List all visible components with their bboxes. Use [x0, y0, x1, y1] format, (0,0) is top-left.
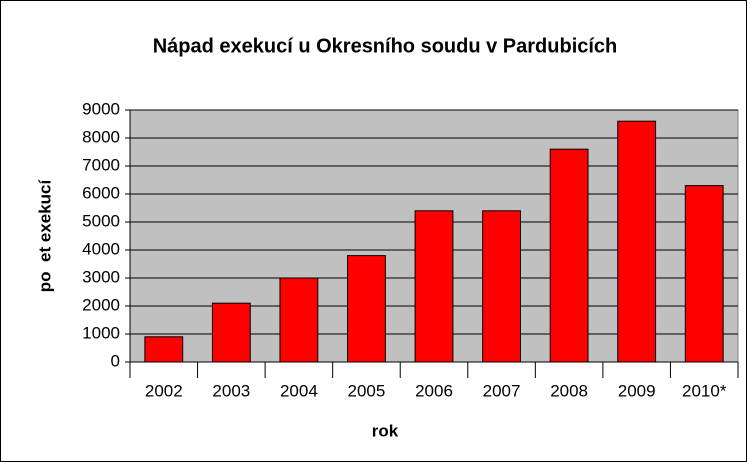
y-tick-label: 0	[111, 351, 120, 370]
x-tick-label: 2009	[618, 381, 656, 400]
y-tick-label: 4000	[82, 239, 120, 258]
y-tick-label: 9000	[82, 99, 120, 118]
x-axis-title: rok	[372, 421, 399, 440]
bar	[414, 210, 454, 363]
x-tick-label: 2010*	[682, 381, 727, 400]
y-tick-label: 3000	[82, 267, 120, 286]
x-tick-label: 2002	[145, 381, 183, 400]
y-axis-title: po et exekucí	[35, 179, 54, 293]
x-tick-label: 2006	[415, 381, 453, 400]
bar	[144, 336, 184, 363]
x-tick-label: 2008	[550, 381, 588, 400]
bar	[211, 302, 251, 363]
y-tick-label: 8000	[82, 127, 120, 146]
y-tick-label: 5000	[82, 211, 120, 230]
y-tick-label: 2000	[82, 295, 120, 314]
bar	[482, 210, 521, 363]
bar	[549, 148, 589, 363]
bar	[684, 185, 724, 363]
y-tick-label: 1000	[82, 323, 120, 342]
y-tick-label: 6000	[82, 183, 120, 202]
chart-title: Nápad exekucí u Okresního soudu v Pardub…	[153, 35, 618, 57]
bar	[279, 277, 319, 363]
x-tick-label: 2005	[348, 381, 386, 400]
x-tick-label: 2003	[212, 381, 250, 400]
x-tick-label: 2004	[280, 381, 318, 400]
bar	[347, 255, 386, 363]
x-tick-label: 2007	[483, 381, 521, 400]
bar	[617, 120, 657, 363]
y-tick-label: 7000	[82, 155, 120, 174]
